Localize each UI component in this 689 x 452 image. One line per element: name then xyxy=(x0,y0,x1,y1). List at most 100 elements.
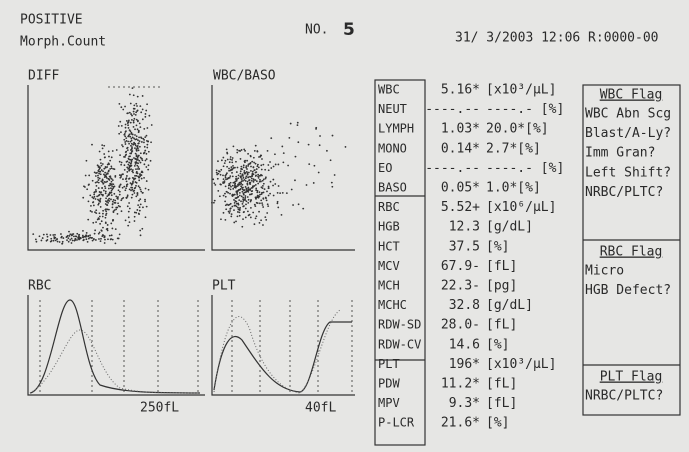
scatter-dot xyxy=(127,119,130,122)
scatter-dot xyxy=(99,191,102,194)
plot-axis xyxy=(211,295,355,396)
scatter-dot xyxy=(95,184,98,187)
scatter-dot xyxy=(101,215,104,218)
scatter-dot xyxy=(87,218,90,221)
scatter-dot xyxy=(232,165,234,167)
scatter-dot xyxy=(256,189,259,192)
scatter-dot xyxy=(110,194,113,197)
scatter-dot xyxy=(135,174,138,177)
scatter-dot xyxy=(255,215,258,218)
scatter-dot xyxy=(331,185,334,188)
scatter-dot xyxy=(134,147,136,150)
scatter-dot xyxy=(233,209,235,212)
scatter-dot xyxy=(106,229,109,232)
scatter-dot xyxy=(230,213,233,216)
scatter-dot xyxy=(131,158,134,161)
scatter-dot xyxy=(145,205,148,208)
scatter-dot xyxy=(252,180,255,183)
row-value: 21.6* xyxy=(441,416,480,431)
scatter-dot xyxy=(98,218,100,220)
scatter-dot xyxy=(256,150,259,152)
scatter-dot xyxy=(141,227,144,230)
scatter-dot xyxy=(260,168,263,171)
row-name: BASO xyxy=(378,181,407,195)
row-unit: [fL] xyxy=(486,259,517,274)
scatter-dot xyxy=(238,149,241,152)
scatter-dot xyxy=(242,164,245,167)
scatter-dot xyxy=(133,165,136,167)
scatter-dot xyxy=(231,168,234,170)
scatter-dot xyxy=(231,205,234,208)
scatter-dot xyxy=(143,145,146,148)
scatter-dot xyxy=(118,102,121,105)
scatter-dot xyxy=(94,181,97,184)
scatter-dot xyxy=(133,215,136,218)
scatter-dot xyxy=(137,147,139,150)
scatter-dot xyxy=(242,205,245,208)
scatter-dot xyxy=(292,204,294,206)
scatter-dot xyxy=(259,178,261,181)
row-value: 0.05* xyxy=(441,181,480,196)
scatter-dot xyxy=(235,171,238,173)
scatter-dot xyxy=(122,173,124,176)
scatter-dot xyxy=(87,184,90,186)
scatter-dot xyxy=(102,209,105,212)
scatter-dot xyxy=(121,197,123,200)
scatter-dot xyxy=(241,190,244,193)
scatter-dot xyxy=(146,143,149,146)
scatter-dot xyxy=(265,218,268,221)
scatter-dot xyxy=(254,144,257,147)
scatter-dot xyxy=(239,158,242,160)
scatter-dot xyxy=(107,187,110,190)
scatter-dot xyxy=(243,148,246,151)
scatter-dot xyxy=(329,159,332,162)
scatter-dot xyxy=(108,155,110,158)
scatter-dot xyxy=(240,149,243,151)
scatter-dot xyxy=(250,165,252,168)
scatter-dot xyxy=(254,179,257,181)
row-unit: ----.- [%] xyxy=(486,161,564,176)
row-value: 22.3- xyxy=(441,279,480,294)
scatter-dot xyxy=(126,183,129,186)
scatter-dot xyxy=(229,192,231,195)
scatter-dot xyxy=(122,145,124,148)
scatter-dot xyxy=(266,203,269,206)
scatter-dot xyxy=(110,189,113,192)
scatter-dot xyxy=(143,163,146,166)
scatter-dot xyxy=(282,152,285,155)
scatter-dot xyxy=(135,158,138,161)
scatter-dot xyxy=(132,119,135,122)
scatter-dot xyxy=(116,213,119,215)
scatter-dot xyxy=(224,200,227,203)
scatter-dot xyxy=(89,194,92,197)
scatter-dot xyxy=(269,180,272,183)
scatter-dot xyxy=(140,141,143,143)
scatter-dot xyxy=(124,154,127,157)
scatter-dot xyxy=(106,227,109,230)
scatter-dot xyxy=(56,240,59,243)
scatter-dot xyxy=(242,218,244,221)
scatter-dot xyxy=(139,173,141,175)
scatter-dot xyxy=(119,120,122,123)
scatter-dot xyxy=(87,200,90,203)
row-value: ----.-- xyxy=(425,161,480,176)
scatter-dot xyxy=(146,103,148,106)
scatter-dot xyxy=(98,215,101,218)
scatter-dot xyxy=(133,211,136,214)
scatter-dot xyxy=(149,159,152,162)
scatter-dot xyxy=(131,169,134,171)
scatter-dot xyxy=(244,207,247,210)
scatter-dot xyxy=(254,183,257,186)
scatter-dot xyxy=(119,205,121,208)
scatter-dot xyxy=(62,237,65,239)
plot-label: RBC xyxy=(28,279,51,294)
scatter-dot xyxy=(279,192,282,194)
scatter-dot xyxy=(121,144,123,146)
scatter-dot xyxy=(92,197,95,200)
scatter-dot xyxy=(147,164,150,167)
scatter-dot xyxy=(46,235,49,238)
scatter-dot xyxy=(117,204,120,207)
scatter-dot xyxy=(245,165,248,167)
scatter-dot xyxy=(150,124,153,126)
row-value: 5.16* xyxy=(441,83,480,98)
